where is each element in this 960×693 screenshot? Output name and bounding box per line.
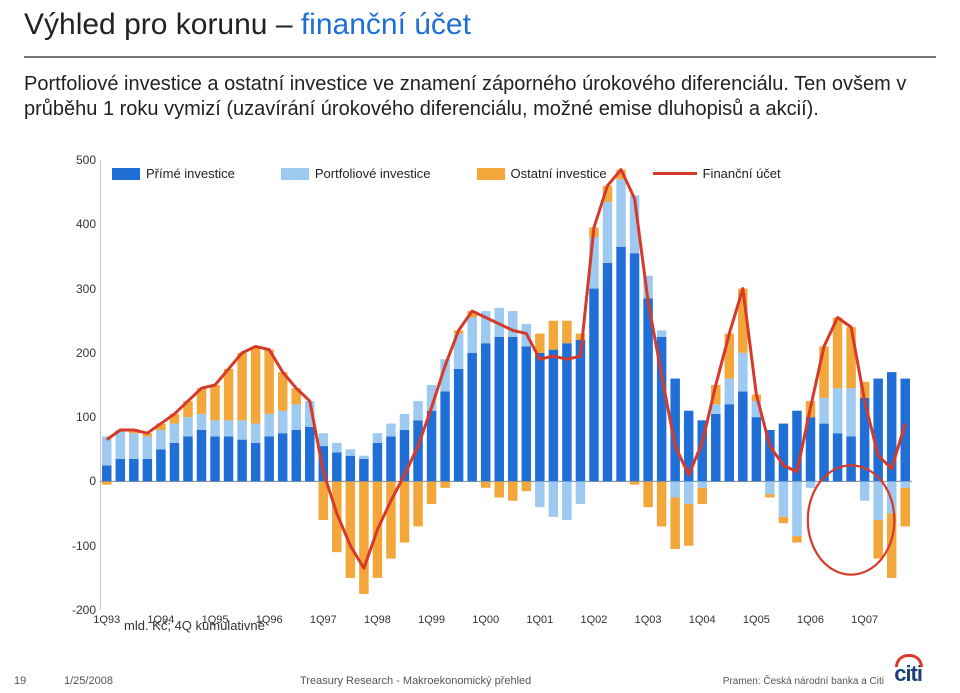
page-title: Výhled pro korunu – finanční účet [24, 8, 471, 42]
y-tick-label: 400 [58, 217, 96, 231]
y-tick-label: -100 [58, 539, 96, 553]
x-tick-label: 1Q03 [635, 614, 662, 626]
page-number: 19 [14, 675, 26, 687]
x-tick-label: 1Q00 [472, 614, 499, 626]
footer-center: Treasury Research - Makroekonomický přeh… [300, 675, 531, 687]
logo-arc-icon [895, 654, 923, 667]
x-tick-label: 1Q98 [364, 614, 391, 626]
footer-date: 1/25/2008 [64, 675, 113, 687]
y-tick-label: 200 [58, 346, 96, 360]
citi-logo: citi [894, 661, 950, 687]
chart-note: mld. Kč; 4Q kumulativně [124, 618, 265, 633]
x-tick-label: 1Q07 [851, 614, 878, 626]
x-tick-label: 1Q01 [526, 614, 553, 626]
x-tick-label: 1Q97 [310, 614, 337, 626]
intro-paragraph: Portfoliové investice a ostatní investic… [24, 72, 936, 122]
x-tick-label: 1Q93 [93, 614, 120, 626]
footer-source: Pramen: Česká národní banka a Citi [723, 676, 884, 687]
title-rule [24, 56, 936, 58]
y-tick-label: 100 [58, 410, 96, 424]
chart-area: -200-1000100200300400500 1Q931Q941Q951Q9… [100, 160, 912, 610]
y-axis: -200-1000100200300400500 [58, 160, 96, 610]
x-tick-label: 1Q02 [580, 614, 607, 626]
y-tick-label: 300 [58, 282, 96, 296]
y-tick-label: 0 [58, 474, 96, 488]
x-tick-label: 1Q05 [743, 614, 770, 626]
y-tick-label: 500 [58, 153, 96, 167]
x-tick-label: 1Q04 [689, 614, 716, 626]
chart-plot [100, 160, 912, 610]
title-plain: Výhled pro korunu – [24, 8, 301, 41]
x-tick-label: 1Q06 [797, 614, 824, 626]
title-highlight: finanční účet [301, 8, 471, 41]
footer: 19 1/25/2008 Treasury Research - Makroek… [0, 667, 960, 687]
x-tick-label: 1Q99 [418, 614, 445, 626]
y-tick-label: -200 [58, 603, 96, 617]
